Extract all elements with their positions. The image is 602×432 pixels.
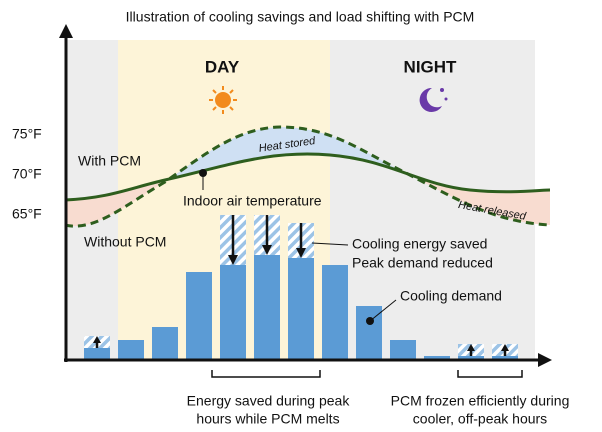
indoor-air-label: Indoor air temperature [183,193,322,209]
bar [458,356,484,360]
with-pcm-label: With PCM [78,153,141,169]
y-axis-label: 70°F [12,166,42,182]
bar [322,265,348,360]
footnote: Energy saved during peak [187,393,351,409]
bar [186,272,212,360]
bar [118,340,144,360]
without-pcm-curve [64,125,551,228]
y-axis-label: 65°F [12,206,42,222]
with-pcm-curve [64,152,551,202]
leader-line [311,242,349,246]
energy-saved-label: Cooling energy saved [352,236,487,252]
arrow-head [228,255,238,265]
heat-released-area [397,168,550,225]
bar [220,265,246,360]
footnote: PCM frozen efficiently during [391,393,570,409]
arrow-head [467,344,475,351]
y-axis-arrow [59,24,73,38]
moon-icon [419,87,448,112]
cooling-demand-label: Cooling demand [400,288,502,304]
sun-icon [209,86,237,114]
night-label: NIGHT [404,57,458,76]
footnote: cooler, off-peak hours [413,411,547,427]
bar [152,327,178,360]
title: Illustration of cooling savings and load… [126,9,475,25]
peak-reduced-label: Peak demand reduced [352,255,493,271]
bracket [457,370,523,378]
y-axis-label: 75°F [12,126,42,142]
day-label: DAY [205,57,240,76]
leader-line [369,299,397,322]
arrow-head [296,248,306,258]
bracket [211,370,321,378]
footnote: hours while PCM melts [196,411,339,427]
bars [84,215,518,360]
arrow-head [501,344,509,351]
x-axis-arrow [538,353,552,367]
bar [288,258,314,360]
bar [424,356,450,360]
bar [390,340,416,360]
arrow-head [93,336,101,343]
without-pcm-label: Without PCM [84,234,166,250]
bar [254,255,280,360]
heat-released-area [65,180,165,227]
arrow-head [262,245,272,255]
bar [84,348,110,360]
bar [492,356,518,360]
